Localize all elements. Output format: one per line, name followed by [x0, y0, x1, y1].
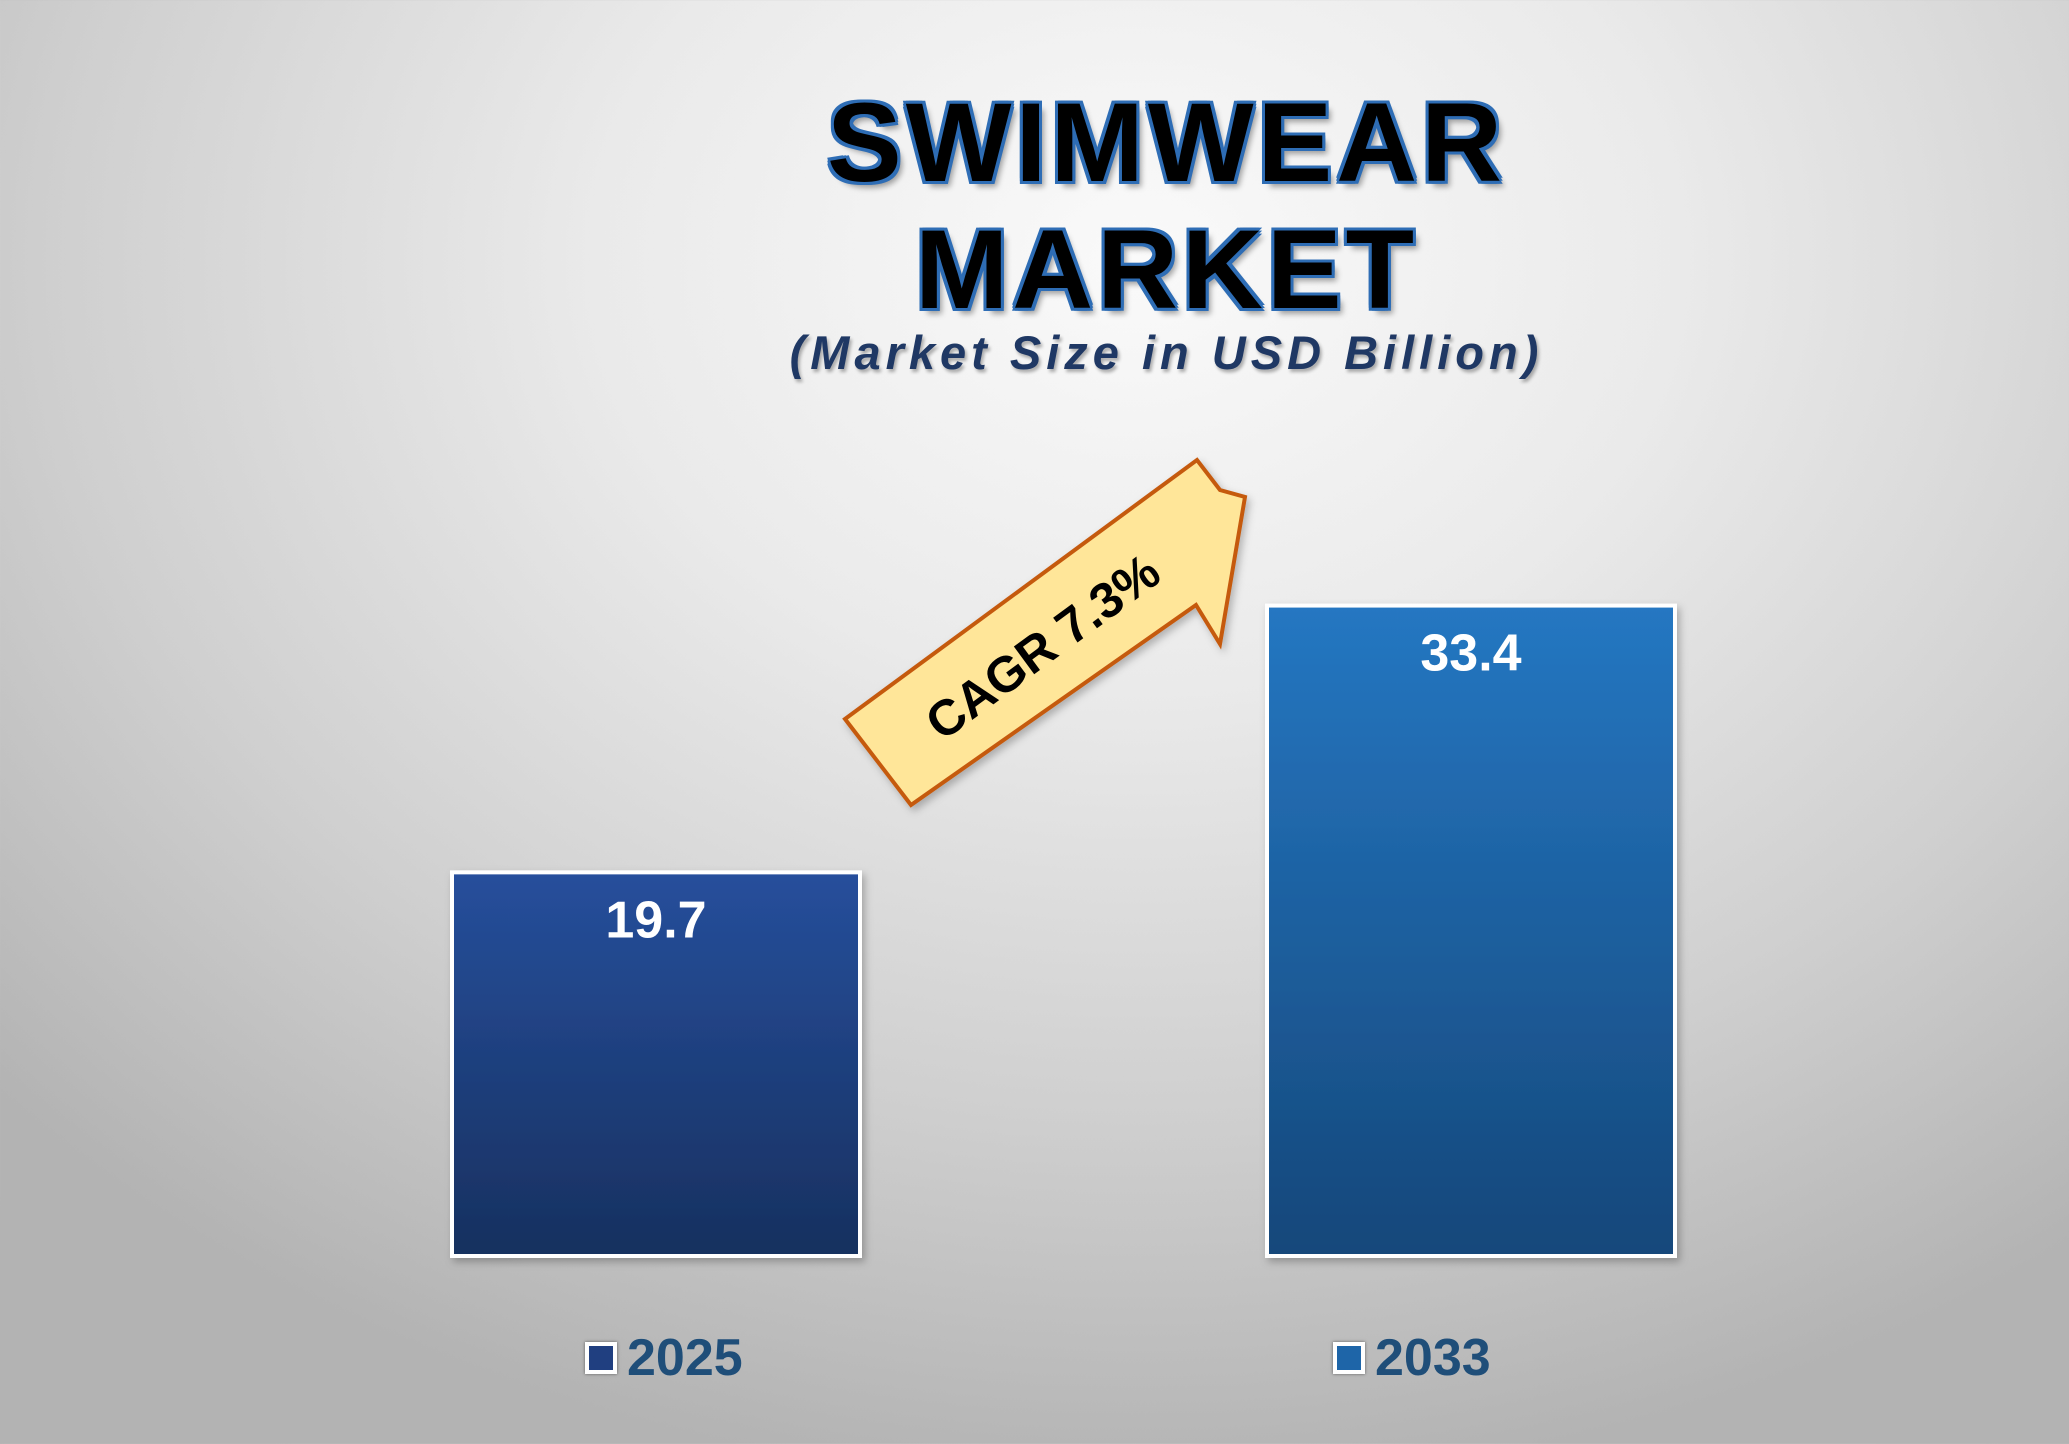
chart-title-line-2: MARKET	[914, 207, 1419, 332]
legend-swatch-2025	[585, 1342, 617, 1374]
legend-swatch-2033	[1333, 1342, 1365, 1374]
bar-2033	[1265, 603, 1677, 1258]
legend-label-2033: 2033	[1375, 1329, 1491, 1387]
legend-item-2033: 2033	[1333, 1326, 1491, 1390]
data-label-2025: 19.7	[605, 891, 706, 949]
bar-2025	[450, 870, 862, 1258]
cagr-arrow: CAGR 7.3%	[842, 457, 1248, 808]
legend-item-2025: 2025	[585, 1326, 743, 1390]
legend-label-2025: 2025	[627, 1329, 743, 1387]
chart-subtitle: (Market Size in USD Billion)	[789, 326, 1544, 379]
data-label-2033: 33.4	[1420, 625, 1521, 683]
chart-title-line-1: SWIMWEAR	[826, 80, 1506, 205]
cagr-arrow-shape	[842, 457, 1248, 808]
